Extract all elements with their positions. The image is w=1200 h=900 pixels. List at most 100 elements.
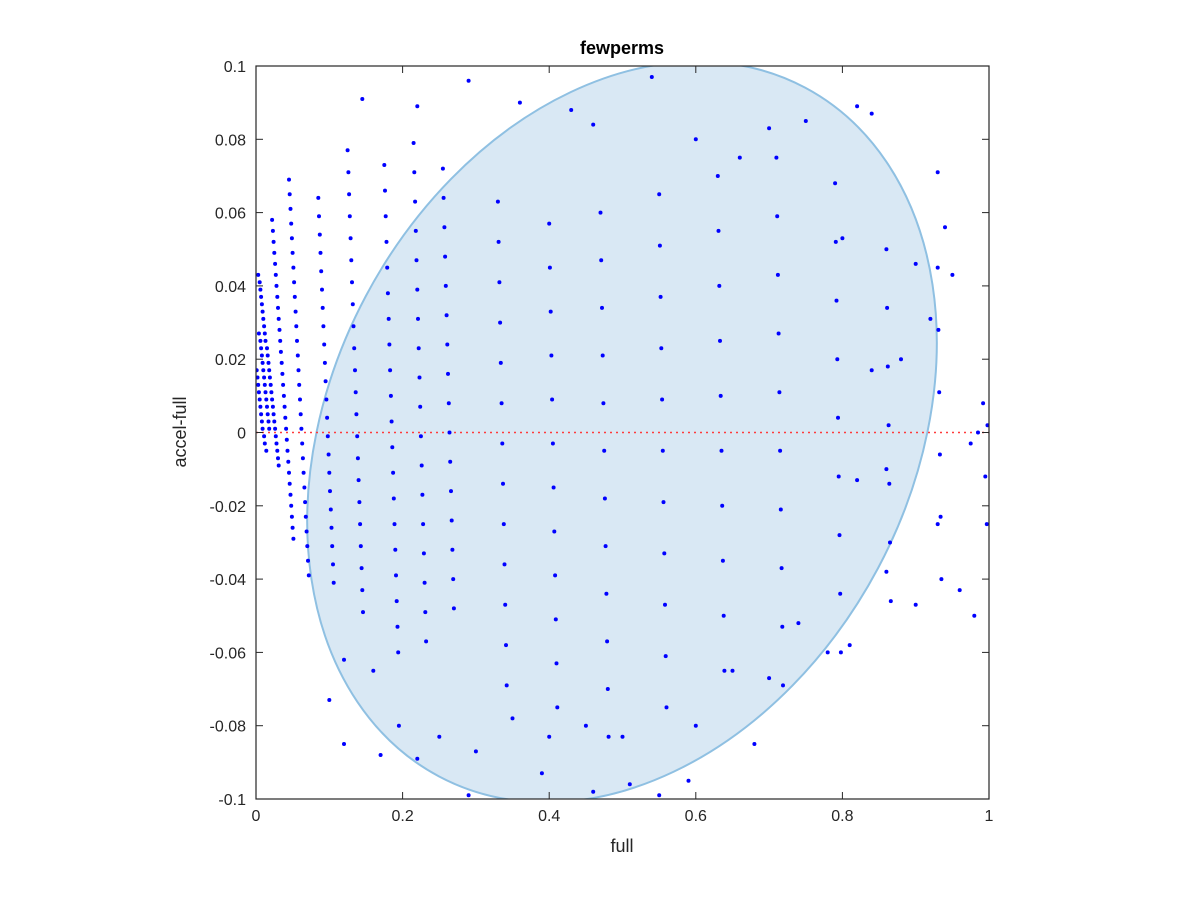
data-point (500, 441, 505, 446)
data-point (600, 353, 605, 358)
data-point (833, 181, 838, 186)
y-tick-label: -0.02 (210, 499, 247, 516)
data-point (510, 716, 515, 721)
data-point (548, 309, 553, 314)
data-point (981, 401, 986, 406)
data-point (437, 734, 442, 739)
data-point (517, 100, 522, 105)
data-point (270, 404, 275, 409)
data-point (349, 258, 354, 263)
x-tick-label: 0.2 (391, 808, 413, 825)
y-tick-label: -0.1 (218, 792, 246, 809)
data-point (286, 459, 291, 464)
data-point (328, 507, 333, 512)
data-point (358, 522, 363, 527)
data-point (937, 390, 942, 395)
data-point (296, 368, 301, 373)
data-point (658, 294, 663, 299)
data-point (446, 401, 451, 406)
data-point (583, 723, 588, 728)
data-point (259, 353, 264, 358)
data-point (289, 221, 294, 226)
data-point (360, 588, 365, 593)
data-point (320, 305, 325, 310)
data-point (265, 353, 270, 358)
data-point (284, 437, 289, 442)
data-point (396, 723, 401, 728)
data-point (295, 338, 299, 343)
data-point (277, 327, 282, 332)
data-point (730, 668, 735, 673)
data-point (418, 434, 423, 439)
data-point (716, 228, 721, 233)
data-point (776, 331, 781, 336)
y-tick-label: 0.1 (224, 59, 246, 76)
data-point (836, 415, 840, 420)
data-point (446, 371, 450, 376)
data-point (663, 654, 668, 659)
data-point (291, 536, 296, 541)
data-point (279, 360, 284, 365)
data-point (717, 283, 722, 288)
data-point (295, 353, 300, 358)
data-point (288, 492, 293, 497)
data-point (416, 346, 421, 351)
data-point (300, 456, 305, 461)
data-point (551, 485, 556, 490)
data-point (502, 562, 507, 567)
data-point (935, 170, 940, 175)
data-point (285, 448, 290, 453)
data-point (834, 298, 839, 303)
data-point (301, 470, 306, 475)
data-point (779, 566, 784, 571)
data-point (382, 163, 387, 167)
data-point (383, 214, 388, 219)
data-point (355, 456, 360, 461)
data-point (718, 338, 722, 343)
data-point (419, 463, 424, 468)
data-point (306, 558, 310, 563)
data-point (657, 192, 662, 197)
data-point (777, 390, 782, 395)
data-point (328, 489, 332, 494)
data-point (888, 540, 892, 545)
data-point (267, 375, 272, 380)
data-point (936, 327, 941, 332)
data-point (855, 104, 860, 109)
y-tick-label: -0.08 (210, 719, 247, 736)
data-point (661, 500, 666, 505)
data-point (384, 239, 389, 244)
data-point (272, 419, 277, 424)
data-point (442, 225, 447, 230)
data-point (292, 280, 297, 285)
data-point (686, 778, 691, 783)
data-point (598, 210, 603, 215)
data-point (983, 474, 988, 479)
data-point (385, 265, 390, 270)
data-point (326, 452, 331, 457)
data-point (767, 126, 772, 131)
data-point (353, 390, 358, 395)
data-point (603, 544, 608, 549)
data-point (361, 610, 365, 615)
data-point (298, 412, 303, 417)
data-point (260, 426, 265, 431)
data-point (262, 324, 267, 329)
data-point (421, 551, 426, 556)
data-point (387, 342, 392, 347)
data-point (264, 448, 269, 453)
data-point (294, 324, 299, 329)
data-point (355, 434, 360, 439)
data-point (345, 148, 350, 153)
data-point (350, 280, 354, 285)
data-point (282, 404, 287, 409)
data-point (284, 426, 289, 431)
data-point (498, 360, 503, 365)
data-point (262, 375, 267, 380)
data-point (262, 331, 267, 336)
data-point (411, 141, 416, 145)
x-tick-label: 1 (985, 808, 994, 825)
data-point (547, 265, 552, 270)
data-point (599, 258, 604, 263)
data-point (331, 562, 335, 567)
